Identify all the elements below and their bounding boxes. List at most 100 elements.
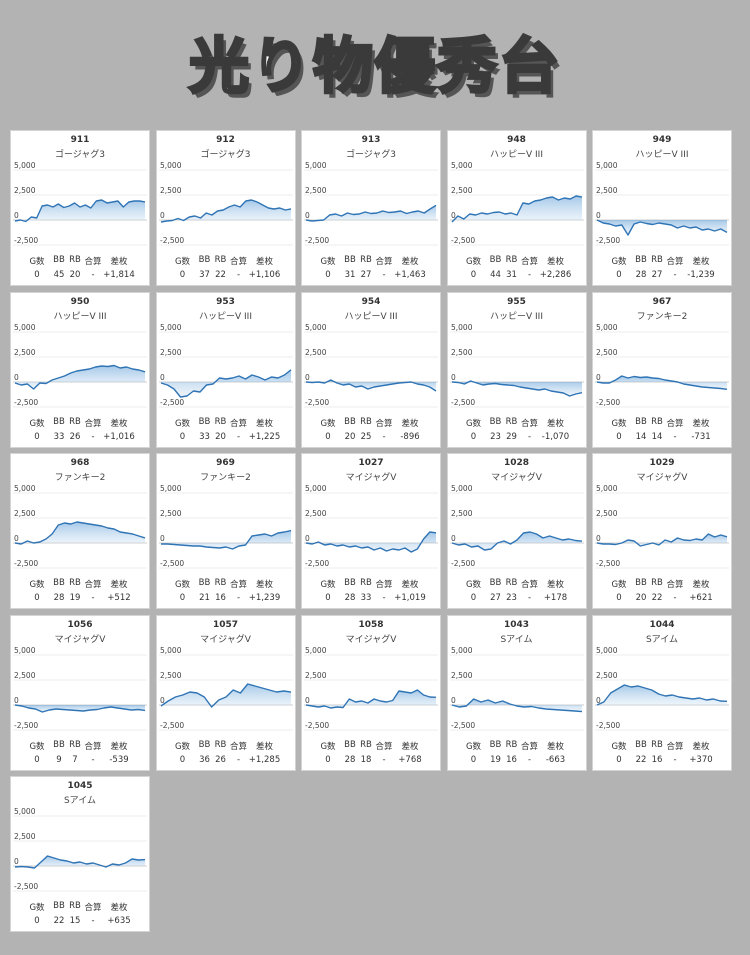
machine-card: 953 ハッピーV III 5,000 2,500 0 -2,500 G数 0 BB 33 RB 20…: [155, 291, 296, 448]
y-tick-label: -2,500: [305, 236, 329, 245]
machine-number: 1044: [649, 619, 675, 630]
y-tick-label: 0: [305, 534, 310, 543]
stat-header: 差枚: [255, 580, 273, 590]
stat-header: RB: [505, 255, 518, 265]
stat-header: G数: [320, 580, 336, 590]
stat-value: 0: [34, 593, 40, 603]
machine-card: 954 ハッピーV III 5,000 2,500 0 -2,500 G数 0 BB 20 RB 25…: [301, 291, 441, 448]
stat-value: +635: [107, 916, 131, 926]
stat-header: 差枚: [692, 580, 710, 590]
stat-value: +1,019: [394, 593, 426, 603]
machine-number: 1045: [67, 781, 93, 791]
stat-value: +1,016: [103, 431, 135, 442]
y-tick-label: 2,500: [305, 348, 327, 357]
payout-chart: 5,000 2,500 0 -2,500: [449, 323, 584, 407]
y-tick-label: 5,000: [14, 484, 36, 493]
machine-card: 1043 Sアイム 5,000 2,500 0 -2,500 G数 0 BB 19 RB 16 合算 - 差…: [446, 614, 587, 771]
stat-value: 27: [651, 270, 663, 280]
stat-header: BB: [344, 255, 356, 265]
machine-number: 1058: [358, 619, 384, 630]
stat-value: 7: [72, 754, 78, 765]
stat-value: -1,070: [541, 431, 570, 442]
y-tick-label: 2,500: [14, 348, 36, 357]
stat-header: G数: [29, 257, 45, 267]
series-line: [305, 531, 437, 553]
stat-value: -: [382, 754, 386, 765]
stat-value: -: [91, 754, 95, 765]
series-area: [160, 530, 291, 549]
y-tick-label: 5,000: [160, 323, 182, 332]
series-line: [451, 697, 582, 712]
stat-header: RB: [69, 901, 81, 911]
y-tick-label: 5,000: [14, 323, 36, 332]
machine-card: 948 ハッピーV III 5,000 2,500 0 -2,500 G数 0 BB 44 RB 31…: [446, 130, 587, 286]
machine-number: 912: [216, 135, 235, 145]
payout-chart: 5,000 2,500 0 -2,500: [158, 484, 293, 569]
stat-header: 合算: [84, 418, 102, 429]
payout-chart: 5,000 2,500 0 -2,500: [595, 646, 729, 730]
payout-chart: 5,000 2,500 0 -2,500: [595, 484, 729, 569]
stat-header: G数: [320, 418, 336, 429]
machine-number: 954: [361, 296, 381, 307]
stat-value: 16: [215, 593, 226, 603]
y-tick-label: 2,500: [160, 186, 182, 195]
stat-value: 22: [53, 916, 65, 926]
stat-value: -731: [691, 431, 711, 442]
machine-card: 1056 マイジャグV 5,000 2,500 0 -2,500 G数 0 BB 9 RB 7 合算 - 差…: [10, 614, 150, 771]
stat-value: -539: [109, 754, 129, 765]
stat-value: 0: [616, 754, 622, 765]
stat-value: 25: [360, 431, 372, 442]
stat-value: 31: [506, 270, 517, 280]
payout-chart: 5,000 2,500 0 -2,500: [158, 646, 293, 730]
stat-value: 0: [34, 431, 40, 442]
y-tick-label: 5,000: [305, 161, 327, 170]
stat-header: 合算: [666, 580, 684, 590]
stat-value: -896: [400, 431, 420, 442]
stat-value: 20: [635, 593, 647, 603]
y-tick-label: 2,500: [160, 509, 182, 518]
stat-header: 差枚: [110, 418, 128, 429]
stat-header: G数: [174, 418, 191, 429]
stat-header: 差枚: [546, 741, 564, 752]
stat-header: RB: [214, 578, 227, 588]
stat-value: -: [673, 270, 677, 280]
y-tick-label: 5,000: [160, 646, 182, 655]
machine-card: 967 ファンキー2 5,000 2,500 0 -2,500 G数 0 BB 14 RB 14 合算 -…: [592, 291, 732, 448]
y-tick-label: 5,000: [451, 484, 473, 493]
machine-number: 911: [70, 135, 90, 145]
machine-number: 950: [70, 296, 90, 307]
stat-header: BB: [53, 901, 65, 911]
stat-value: +2,286: [539, 270, 572, 280]
y-tick-label: 5,000: [305, 646, 327, 655]
stat-value: 0: [179, 431, 186, 442]
stat-header: BB: [489, 739, 502, 750]
stat-header: 差枚: [401, 257, 419, 267]
stat-value: 19: [69, 593, 81, 603]
series-line: [305, 688, 437, 709]
y-tick-label: 0: [160, 211, 165, 220]
y-tick-label: 5,000: [14, 161, 36, 170]
y-tick-label: -2,500: [305, 559, 329, 568]
y-tick-label: -2,500: [160, 559, 184, 568]
stat-value: +1,285: [248, 754, 281, 765]
stat-header: RB: [69, 255, 81, 265]
y-tick-label: 0: [451, 696, 456, 705]
y-tick-label: 5,000: [451, 161, 473, 170]
y-tick-label: -2,500: [305, 721, 329, 730]
y-tick-label: 0: [14, 857, 19, 866]
stat-header: G数: [465, 580, 482, 590]
y-tick-label: 0: [596, 373, 601, 382]
y-tick-label: 0: [160, 534, 165, 543]
stat-header: BB: [635, 739, 647, 750]
payout-chart: 5,000 2,500 0 -2,500: [13, 646, 147, 730]
stat-header: 差枚: [401, 580, 419, 590]
machine-model: ゴージャグ3: [345, 150, 397, 160]
stat-value: 0: [179, 593, 186, 603]
stat-value: 0: [325, 754, 331, 765]
y-tick-label: 5,000: [14, 646, 36, 655]
stat-value: +1,239: [248, 593, 281, 603]
stat-header: RB: [505, 739, 518, 750]
machine-model: ゴージャグ3: [54, 150, 106, 160]
stat-value: 0: [470, 593, 477, 603]
series-line: [14, 364, 146, 390]
